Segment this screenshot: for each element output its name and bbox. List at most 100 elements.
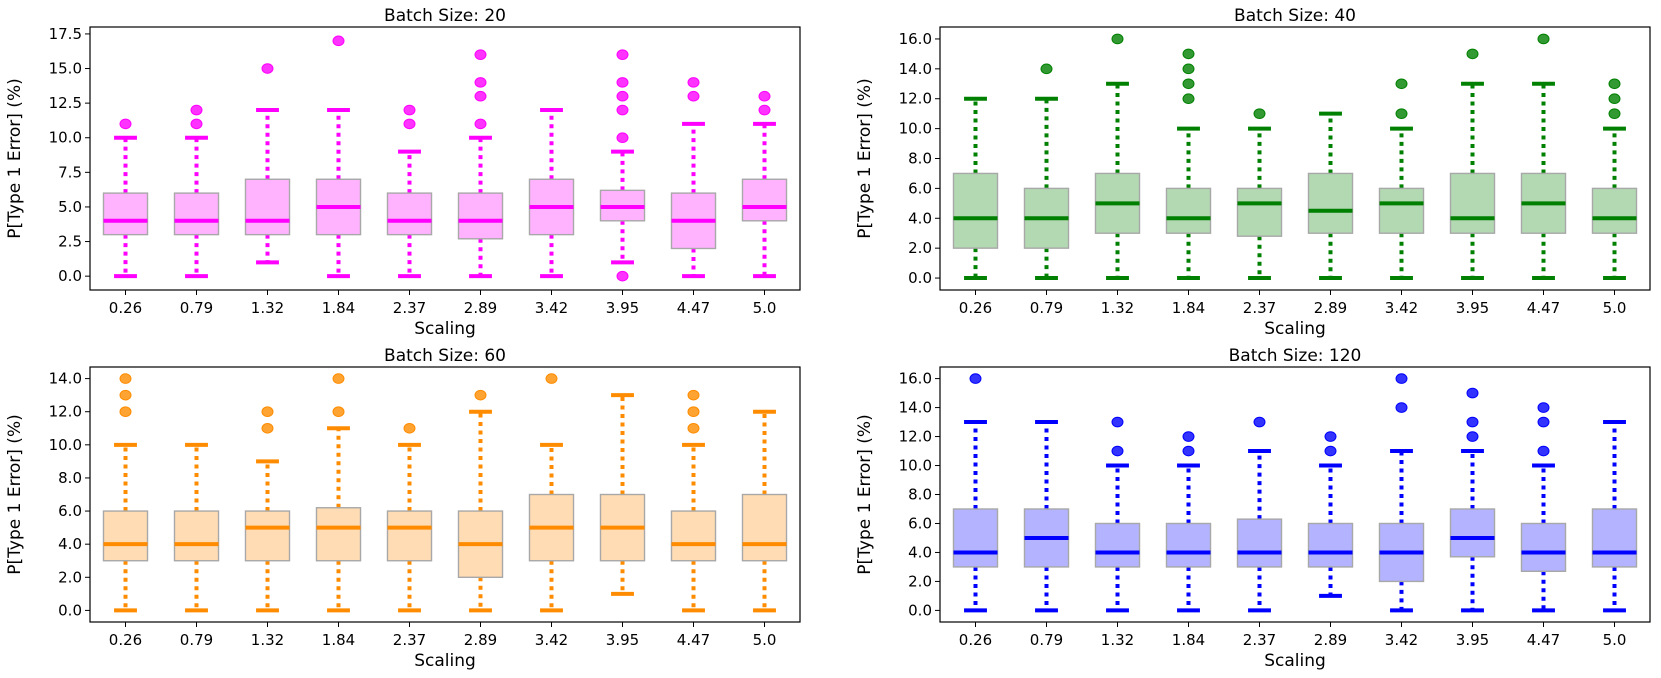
- outlier-point: [332, 35, 345, 47]
- box-4.47: [1520, 402, 1567, 613]
- x-tick-label: 1.84: [322, 631, 355, 649]
- x-tick-label: 3.95: [1456, 299, 1489, 317]
- box-1.32: [244, 406, 291, 613]
- outlier-point: [1182, 445, 1195, 457]
- iqr-box: [1307, 172, 1354, 234]
- box-0.26: [952, 96, 999, 281]
- outlier-point: [403, 422, 416, 434]
- y-tick-label: 14.0: [899, 399, 932, 417]
- outlier-point: [474, 77, 487, 88]
- box-4.47: [1520, 33, 1567, 281]
- outlier-point: [474, 389, 487, 401]
- x-tick-label: 2.89: [464, 299, 497, 317]
- box-5.0: [1591, 78, 1638, 281]
- y-tick-label: 12.0: [49, 403, 82, 421]
- subplot-title: Batch Size: 40: [1234, 6, 1356, 26]
- y-tick-label: 4.0: [58, 535, 82, 553]
- box-0.79: [173, 442, 220, 613]
- x-tick-label: 1.32: [251, 299, 284, 317]
- outlier-point: [1111, 33, 1124, 45]
- outlier-point: [969, 373, 982, 384]
- outlier-point: [616, 270, 629, 282]
- x-tick-label: 4.47: [1527, 299, 1560, 317]
- x-tick-label: 5.0: [753, 631, 777, 649]
- y-tick-label: 2.0: [908, 572, 932, 590]
- box-4.47: [670, 389, 717, 613]
- y-tick-label: 7.5: [58, 163, 82, 181]
- x-tick-label: 2.89: [1314, 631, 1347, 649]
- outlier-point: [1324, 445, 1337, 457]
- outlier-point: [616, 90, 629, 102]
- iqr-box: [386, 510, 433, 562]
- x-tick-label: 1.32: [251, 631, 284, 649]
- y-tick-label: 0.0: [58, 601, 82, 619]
- outlier-point: [1395, 402, 1408, 413]
- subplot-1: Batch Size: 20 0.0 2.5 5.0 7.5 10.0 12.5 15.0 17…: [5, 6, 801, 339]
- x-tick-label: 2.89: [464, 631, 497, 649]
- iqr-box: [741, 178, 788, 222]
- box-1.84: [1165, 48, 1212, 281]
- outlier-point: [1040, 63, 1053, 75]
- iqr-box: [173, 192, 220, 236]
- iqr-box: [1094, 522, 1141, 568]
- box-2.37: [386, 422, 433, 613]
- y-tick-label: 15.0: [49, 60, 82, 78]
- box-3.95: [599, 49, 646, 282]
- outlier-point: [474, 90, 487, 102]
- iqr-box: [244, 178, 291, 236]
- outlier-point: [1537, 416, 1550, 428]
- box-1.84: [1165, 431, 1212, 613]
- iqr-box: [1591, 508, 1638, 568]
- y-tick-label: 12.0: [899, 428, 932, 446]
- outlier-point: [1253, 416, 1266, 428]
- iqr-box: [741, 493, 788, 562]
- x-tick-label: 5.0: [1603, 631, 1627, 649]
- box-4.47: [670, 77, 717, 279]
- iqr-box: [952, 172, 999, 249]
- iqr-box: [457, 192, 504, 240]
- outlier-point: [616, 49, 629, 60]
- outlier-point: [1608, 78, 1621, 90]
- outlier-point: [261, 422, 274, 434]
- box-0.79: [1023, 63, 1070, 281]
- x-tick-label: 1.32: [1101, 631, 1134, 649]
- box-2.89: [457, 49, 504, 279]
- outlier-point: [687, 406, 700, 418]
- y-tick-label: 12.0: [899, 90, 932, 108]
- x-tick-label: 1.84: [1172, 631, 1205, 649]
- outlier-point: [616, 132, 629, 144]
- y-axis-label: P[Type 1 Error] (%): [5, 78, 25, 238]
- outlier-point: [403, 104, 416, 116]
- outlier-point: [1466, 48, 1479, 60]
- outlier-point: [119, 389, 132, 401]
- iqr-box: [102, 510, 149, 562]
- iqr-box: [1591, 187, 1638, 234]
- iqr-box: [315, 507, 362, 562]
- iqr-box: [670, 510, 717, 562]
- iqr-box: [1307, 522, 1354, 568]
- x-tick-label: 0.79: [1030, 631, 1063, 649]
- x-axis-label: Scaling: [1264, 651, 1326, 671]
- outlier-point: [474, 49, 487, 60]
- x-tick-label: 5.0: [1603, 299, 1627, 317]
- y-tick-label: 8.0: [908, 150, 932, 168]
- box-0.79: [173, 104, 220, 279]
- outlier-point: [261, 406, 274, 418]
- outlier-point: [1466, 431, 1479, 442]
- iqr-box: [1378, 187, 1425, 234]
- outlier-point: [119, 406, 132, 418]
- outlier-point: [332, 406, 345, 418]
- subplot-3: Batch Size: 60 0.0 2.0 4.0 6.0 8.0 10.0 12.0 14.…: [5, 346, 801, 671]
- iqr-box: [386, 192, 433, 236]
- iqr-box: [1449, 172, 1496, 234]
- y-tick-label: 10.0: [49, 129, 82, 147]
- x-tick-label: 0.26: [109, 631, 142, 649]
- box-2.89: [457, 389, 504, 613]
- subplot-title: Batch Size: 120: [1229, 346, 1362, 366]
- iqr-box: [102, 192, 149, 236]
- y-tick-label: 0.0: [908, 601, 932, 619]
- subplot-4: Batch Size: 120 0.0 2.0 4.0 6.0 8.0 10.0 12.0 14…: [855, 346, 1651, 671]
- x-tick-label: 0.26: [959, 299, 992, 317]
- y-tick-label: 6.0: [908, 514, 932, 532]
- y-tick-label: 14.0: [49, 370, 82, 388]
